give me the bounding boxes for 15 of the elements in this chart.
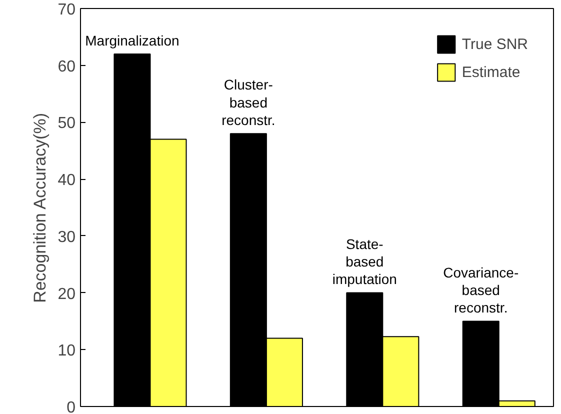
x-tick-label: Marginalization xyxy=(85,32,180,48)
y-tick-label: 30 xyxy=(58,228,76,246)
y-tick-label: 0 xyxy=(66,400,76,414)
y-tick-label: 50 xyxy=(58,115,76,132)
legend-label: True SNR xyxy=(462,36,528,52)
y-tick-label: 60 xyxy=(58,58,76,76)
legend-label: Estimate xyxy=(462,64,520,80)
x-tick-label: Cluster- based reconstr. xyxy=(222,76,276,128)
y-axis-title: Recognition Accuracy(%) xyxy=(30,113,50,303)
y-tick-label: 40 xyxy=(58,172,76,190)
y-tick-label: 10 xyxy=(58,342,76,360)
x-tick-label: State- based imputation xyxy=(332,236,397,288)
y-tick-label: 20 xyxy=(58,286,76,303)
x-tick-label: Covariance- based reconstr. xyxy=(443,264,519,316)
y-tick-label: 70 xyxy=(58,2,76,18)
